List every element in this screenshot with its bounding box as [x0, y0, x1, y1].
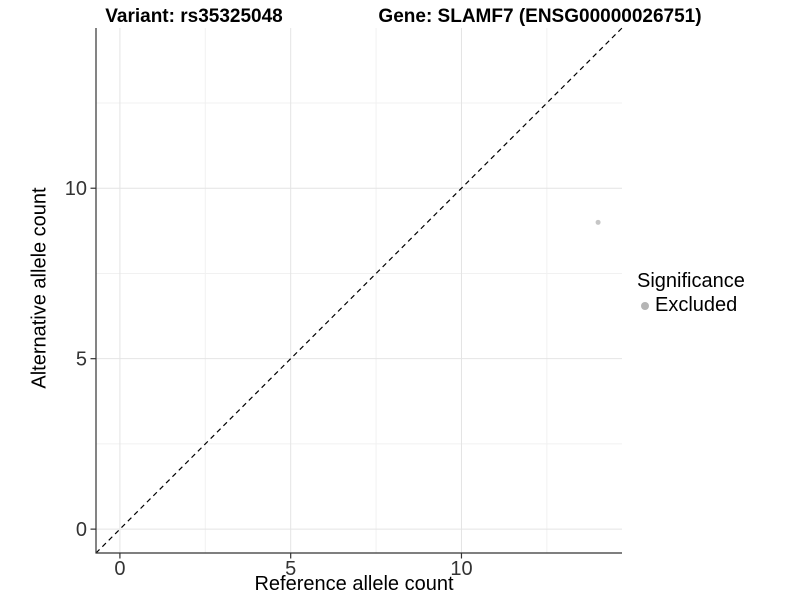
x-tick-label: 10 [450, 558, 472, 580]
y-axis-title: Alternative allele count [28, 187, 51, 389]
identity-line [95, 27, 623, 554]
legend-point-icon [641, 301, 649, 310]
y-tick-label: 5 [76, 349, 87, 371]
x-tick-label: 0 [114, 558, 125, 580]
gene-title: Gene: SLAMF7 (ENSG00000026751) [378, 6, 702, 27]
legend-item-label: Excluded [655, 294, 738, 316]
variant-title: Variant: rs35325048 [105, 6, 283, 27]
y-tick-label: 10 [65, 178, 87, 200]
legend-title: Significance [637, 270, 745, 292]
legend-item-excluded: Excluded [637, 294, 745, 317]
legend: Significance Excluded [637, 269, 745, 317]
data-point [595, 219, 601, 225]
y-tick-label: 0 [76, 519, 87, 541]
x-tick-label: 5 [285, 558, 296, 580]
x-axis-title: Reference allele count [254, 573, 454, 595]
